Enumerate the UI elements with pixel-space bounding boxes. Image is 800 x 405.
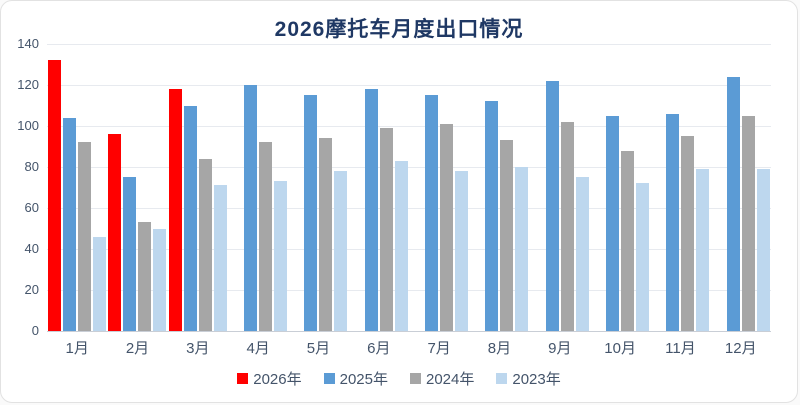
bar-group-3月 xyxy=(168,44,228,331)
y-tick-label-140: 140 xyxy=(17,36,39,51)
bar-2024年-8月 xyxy=(500,140,514,331)
bar-2023年-10月 xyxy=(636,183,650,331)
bar-group-7月 xyxy=(409,44,469,331)
bar-2024年-7月 xyxy=(440,123,454,331)
bar-2025年-10月 xyxy=(606,115,620,331)
x-axis-label-10月: 10月 xyxy=(604,340,636,357)
y-tick-label-0: 0 xyxy=(31,323,39,338)
x-axis-label-3月: 3月 xyxy=(186,340,210,357)
x-axis-label-8月: 8月 xyxy=(487,340,512,357)
bar-2026年-2月 xyxy=(108,134,122,331)
bar-2026年-1月 xyxy=(48,60,62,331)
x-axis-label-7月: 7月 xyxy=(427,340,451,357)
x-axis-label-5月: 5月 xyxy=(306,340,331,357)
x-axis-label-2月: 2月 xyxy=(125,340,150,357)
bar-2023年-8月 xyxy=(515,167,529,331)
x-axis-label-9月: 9月 xyxy=(548,340,572,357)
bar-2025年-1月 xyxy=(63,117,77,331)
bar-2023年-4月 xyxy=(274,181,288,331)
bar-groups xyxy=(47,44,771,331)
legend-swatch-icon xyxy=(323,373,335,384)
bar-group-5月 xyxy=(288,44,348,331)
bar-2024年-5月 xyxy=(319,138,333,331)
x-axis-label-4月: 4月 xyxy=(246,340,270,357)
y-tick-label-80: 80 xyxy=(24,159,39,174)
bar-group-9月 xyxy=(530,44,590,331)
bar-2024年-4月 xyxy=(259,142,273,331)
bar-2025年-4月 xyxy=(244,85,258,331)
bar-2023年-5月 xyxy=(334,171,348,331)
legend-swatch-icon xyxy=(410,373,421,384)
legend-label: 2026年 xyxy=(253,371,302,388)
bar-2023年-2月 xyxy=(153,228,167,331)
bar-2025年-5月 xyxy=(304,95,318,331)
bar-2023年-12月 xyxy=(756,169,770,331)
gridline-20 xyxy=(47,290,771,291)
bar-2024年-2月 xyxy=(138,222,152,331)
bar-2025年-8月 xyxy=(485,101,499,331)
x-axis-label-12月: 12月 xyxy=(724,340,757,357)
bar-2024年-3月 xyxy=(198,158,212,331)
bar-group-4月 xyxy=(228,44,288,331)
x-axis-label-11月: 11月 xyxy=(665,340,696,357)
bar-2023年-3月 xyxy=(213,185,227,331)
bar-2025年-11月 xyxy=(666,113,680,331)
y-tick-label-20: 20 xyxy=(24,282,39,297)
bar-2025年-3月 xyxy=(183,105,197,331)
bar-2024年-10月 xyxy=(621,150,635,331)
gridline-40 xyxy=(47,249,771,250)
bar-group-2月 xyxy=(107,44,167,331)
bar-group-10月 xyxy=(590,44,650,331)
legend-label: 2025年 xyxy=(339,371,388,388)
bar-2024年-9月 xyxy=(560,121,574,331)
chart-title: 2026摩托车月度出口情况 xyxy=(274,18,524,41)
bar-2023年-11月 xyxy=(696,169,710,331)
x-axis-line xyxy=(47,331,771,332)
gridline-80 xyxy=(47,167,771,168)
legend-label: 2024年 xyxy=(426,371,475,388)
bar-group-11月 xyxy=(650,44,710,331)
legend-item-2025年: 2025年 xyxy=(323,368,388,389)
x-axis-label-1月: 1月 xyxy=(65,340,89,357)
bar-2024年-1月 xyxy=(78,142,92,331)
x-axis-labels: 1月 2月 3月 4月 5月 6月 7月 8月 9月 10月 11月 12月 xyxy=(47,337,771,358)
bar-2025年-2月 xyxy=(123,177,137,331)
bar-group-6月 xyxy=(349,44,409,331)
bar-group-12月 xyxy=(711,44,771,331)
gridline-120 xyxy=(47,85,771,86)
bar-group-8月 xyxy=(469,44,529,331)
legend-item-2023年: 2023年 xyxy=(496,368,561,389)
legend-item-2026年: 2026年 xyxy=(237,368,302,389)
bar-group-1月 xyxy=(47,44,107,331)
bar-2024年-11月 xyxy=(681,136,695,331)
x-axis-label-6月: 6月 xyxy=(367,340,391,357)
bar-2026年-3月 xyxy=(168,89,182,331)
bar-2025年-7月 xyxy=(425,95,439,331)
bar-2023年-1月 xyxy=(93,236,107,331)
legend-label: 2023年 xyxy=(512,371,561,388)
legend-swatch-icon xyxy=(496,373,508,384)
bar-2023年-7月 xyxy=(455,171,469,331)
gridline-60 xyxy=(47,208,771,209)
bar-2025年-6月 xyxy=(364,89,378,331)
y-tick-label-60: 60 xyxy=(24,200,39,215)
gridline-100 xyxy=(47,126,771,127)
bar-2024年-6月 xyxy=(379,128,393,331)
bar-2025年-12月 xyxy=(726,76,740,331)
bar-2025年-9月 xyxy=(545,80,559,331)
y-tick-label-120: 120 xyxy=(17,77,39,92)
bar-2023年-6月 xyxy=(394,160,408,331)
legend-swatch-icon xyxy=(237,373,249,384)
bar-2024年-12月 xyxy=(741,115,755,331)
gridline-140 xyxy=(47,44,771,45)
legend: 2026年 2025年 2024年 2023年 xyxy=(1,368,797,389)
y-tick-label-100: 100 xyxy=(17,118,39,133)
y-tick-label-40: 40 xyxy=(24,241,39,256)
bar-2023年-9月 xyxy=(575,177,589,331)
plot-area xyxy=(47,44,771,332)
legend-item-2024年: 2024年 xyxy=(410,368,474,389)
